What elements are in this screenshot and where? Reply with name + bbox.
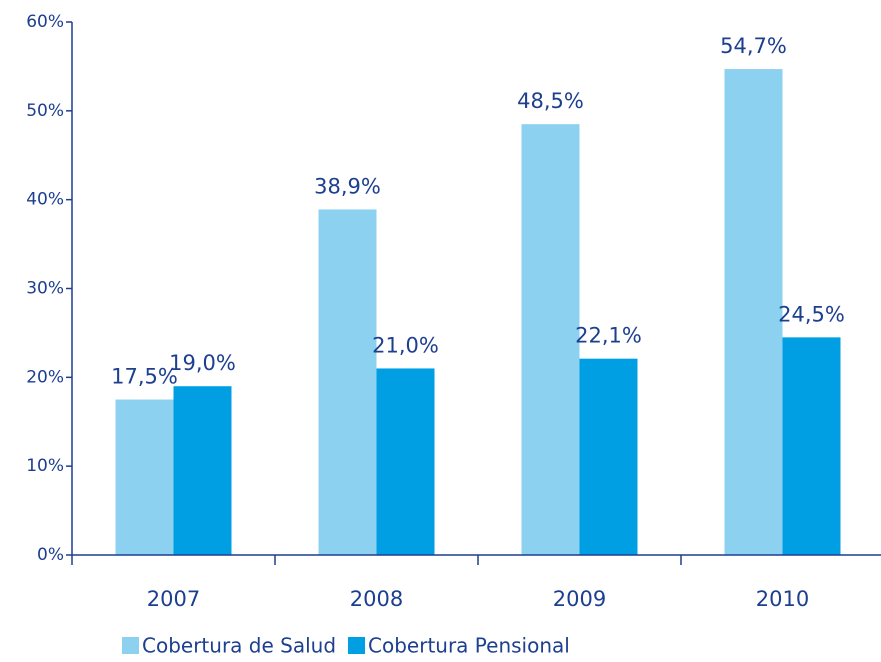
- legend-label: Cobertura Pensional: [368, 634, 570, 658]
- value-label: 22,1%: [575, 324, 642, 348]
- bar: [173, 386, 232, 555]
- y-tick-label: 30%: [26, 279, 64, 299]
- y-tick-label: 0%: [37, 545, 64, 565]
- bar: [376, 368, 435, 555]
- legend-label: Cobertura de Salud: [142, 634, 336, 658]
- bar: [724, 69, 783, 555]
- y-tick-label: 50%: [26, 101, 64, 121]
- value-label: 48,5%: [517, 89, 584, 113]
- bar: [521, 124, 580, 556]
- value-label: 21,0%: [372, 333, 439, 357]
- value-label: 24,5%: [778, 302, 845, 326]
- x-tick-label: 2007: [147, 587, 200, 611]
- bar: [115, 399, 174, 555]
- y-tick-label: 20%: [26, 367, 64, 387]
- x-tick-label: 2010: [756, 587, 809, 611]
- value-label: 54,7%: [720, 34, 787, 58]
- y-tick-label: 10%: [26, 456, 64, 476]
- legend-swatch: [122, 637, 139, 654]
- y-tick-label: 60%: [26, 12, 64, 32]
- x-tick-label: 2009: [553, 587, 606, 611]
- x-tick-label: 2008: [350, 587, 403, 611]
- value-label: 19,0%: [169, 351, 236, 375]
- legend-swatch: [348, 637, 366, 654]
- bar: [579, 358, 638, 555]
- value-label: 17,5%: [111, 365, 178, 389]
- value-label: 38,9%: [314, 174, 381, 198]
- bar: [782, 337, 841, 555]
- bar: [318, 209, 377, 555]
- y-tick-label: 40%: [26, 190, 64, 210]
